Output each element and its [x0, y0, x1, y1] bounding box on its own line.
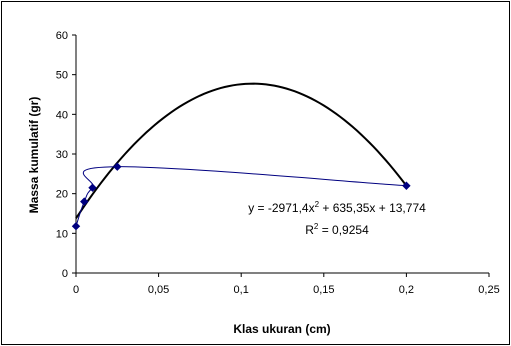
- y-tick-label: 30: [56, 149, 68, 161]
- x-tick-label: 0,2: [399, 284, 414, 296]
- x-tick-label: 0,1: [234, 284, 249, 296]
- x-tick-label: 0,15: [313, 284, 334, 296]
- data-point: [402, 181, 411, 190]
- r-squared-label: R2 = 0,9254: [305, 222, 369, 237]
- data-point: [113, 162, 122, 171]
- y-tick-label: 20: [56, 189, 68, 201]
- x-axis-title: Klas ukuran (cm): [233, 322, 330, 336]
- y-axis-title: Massa kumulatif (gr): [27, 97, 41, 214]
- x-ticks: 0 0,05 0,1 0,15 0,2 0,25: [73, 273, 500, 296]
- trendline: [75, 82, 408, 219]
- y-tick-label: 60: [56, 30, 68, 42]
- data-point: [71, 221, 81, 231]
- data-point: [88, 183, 97, 192]
- y-tick-label: 50: [56, 70, 68, 82]
- x-tick-label: 0,25: [478, 284, 499, 296]
- x-tick-label: 0: [73, 284, 79, 296]
- y-tick-label: 0: [62, 268, 68, 280]
- trendline-equation: y = -2971,4x2 + 635,35x + 13,774: [248, 200, 426, 215]
- x-tick-label: 0,05: [148, 284, 169, 296]
- data-point: [80, 197, 89, 206]
- y-tick-label: 10: [56, 228, 68, 240]
- y-ticks: 0 10 20 30 40 50 60: [56, 30, 76, 280]
- y-tick-label: 40: [56, 109, 68, 121]
- data-markers: [71, 162, 411, 231]
